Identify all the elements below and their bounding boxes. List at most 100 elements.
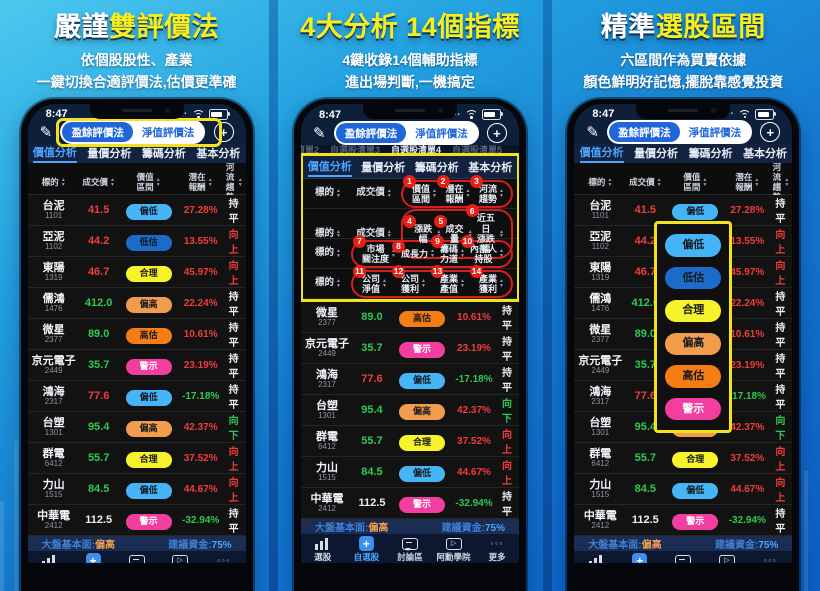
edit-pencil-icon[interactable]: ✎ (312, 124, 326, 142)
nav-item-more[interactable]: 更多 (204, 554, 244, 563)
table-row[interactable]: 中華電 2412 112.5 警示 -32.94% 持平 (574, 505, 793, 537)
column-header[interactable]: 成交價 ▲ ▼ (349, 188, 399, 199)
column-header[interactable]: 價值 區間 ▲ ▼ (121, 172, 177, 193)
stock-code: 1301 (44, 428, 63, 438)
toggle-earnings-valuation[interactable]: 盈餘評價法 (609, 122, 680, 143)
column-header[interactable]: 價值 區間 ▲ ▼ (667, 172, 723, 193)
table-row[interactable]: 力山 1515 84.5 偏低 44.67% 向上 (300, 457, 519, 489)
indicator-label: 公司 獲利 (400, 273, 419, 294)
indicator-header[interactable]: 3 河流 趨勢 ▲ ▼ (470, 174, 504, 206)
indicator-header[interactable]: 8 成長力 ▲ ▼ (391, 239, 435, 260)
nav-item-screener[interactable]: 選股 (576, 554, 616, 564)
indicator-header[interactable]: 13 產業 產值 ▲ ▼ (430, 264, 465, 296)
indicator-header[interactable]: 2 潛在 報酬 ▲ ▼ (436, 174, 470, 206)
column-header[interactable]: 標的 ▲ ▼ (577, 177, 623, 188)
indicator-header[interactable]: 12 公司 獲利 ▲ ▼ (391, 264, 426, 296)
column-header[interactable]: 成交價 ▲ ▼ (349, 228, 399, 240)
table-row[interactable]: 群電 6412 55.7 合理 37.52% 向上 (300, 426, 519, 458)
nav-item-screener[interactable]: 選股 (29, 554, 69, 564)
nav-item-watchlist[interactable]: 自選股 (620, 553, 660, 564)
edit-pencil-icon[interactable]: ✎ (39, 123, 53, 141)
nav-item-watchlist[interactable]: 自選股 (73, 553, 113, 564)
tab-fundamental[interactable]: 基本分析 (743, 148, 788, 161)
table-row[interactable]: 力山 1515 84.5 偏低 44.67% 向上 (27, 474, 246, 506)
table-row[interactable]: 中華電 2412 112.5 警示 -32.94% 持平 (27, 505, 246, 537)
table-row[interactable]: 中華電 2412 112.5 警示 -32.94% 持平 (300, 488, 519, 520)
table-row[interactable]: 群電 6412 55.7 合理 37.52% 向上 (574, 443, 793, 475)
indicator-header[interactable]: 14 產業 獲利 ▲ ▼ (469, 264, 504, 296)
toggle-bookvalue-valuation[interactable]: 淨值評價法 (415, 127, 468, 140)
indicator-header[interactable]: 1 價值 區間 ▲ ▼ (402, 174, 437, 206)
table-row[interactable]: 力山 1515 84.5 偏低 44.67% 向上 (574, 474, 793, 506)
nav-item-screener[interactable]: 選股 (303, 537, 343, 563)
nav-icon-wrap (675, 554, 692, 564)
column-header[interactable]: 成交價 ▲ ▼ (77, 177, 121, 188)
nav-item-watchlist[interactable]: 自選股 (346, 536, 386, 563)
nav-item-academy[interactable]: 阿勳學院 (160, 554, 200, 564)
tab-volume-price[interactable]: 量價分析 (361, 161, 406, 174)
column-header[interactable]: 潛在 報酬 ▲ ▼ (723, 172, 771, 193)
tab-fundamental[interactable]: 基本分析 (196, 148, 241, 161)
tab-chips[interactable]: 籌碼分析 (688, 148, 733, 161)
tab-fundamental[interactable]: 基本分析 (468, 161, 513, 174)
table-row[interactable]: 台泥 1101 41.5 偏低 27.28% 持平 (574, 195, 793, 227)
add-button[interactable]: + (486, 123, 507, 144)
indicator-header[interactable]: 11 公司 淨值 ▲ ▼ (352, 264, 387, 296)
indicator-header[interactable]: 6 近五日 漲跌幅 ▲ ▼ (465, 204, 504, 255)
indicator-header[interactable]: 7市場 關注度▲▼ (352, 234, 396, 266)
toggle-bookvalue-valuation[interactable]: 淨值評價法 (688, 126, 742, 139)
column-header[interactable]: 標的 ▲ ▼ (31, 177, 77, 188)
indicator-header[interactable]: 9 籌碼 力道 ▲ ▼ (430, 234, 465, 266)
river-trend: 向上 (775, 230, 786, 257)
watchlist-tab[interactable]: 清單2 (301, 145, 319, 154)
toggle-earnings-valuation[interactable]: 盈餘評價法 (62, 122, 133, 143)
river-trend: 持平 (501, 306, 512, 333)
nav-item-forum[interactable]: 討論區 (663, 554, 703, 564)
toggle-earnings-valuation[interactable]: 盈餘評價法 (335, 123, 407, 144)
nav-item-academy[interactable]: 阿勳學院 (707, 554, 747, 564)
column-header[interactable]: 標的 ▲ ▼ (307, 188, 349, 199)
table-row[interactable]: 群電 6412 55.7 合理 37.52% 向上 (27, 443, 246, 475)
tab-volume-price[interactable]: 量價分析 (87, 148, 132, 161)
nav-item-forum[interactable]: 討論區 (117, 554, 157, 564)
edit-pencil-icon[interactable]: ✎ (586, 123, 599, 141)
tab-value[interactable]: 價值分析 (307, 158, 352, 177)
watchlist-tab[interactable]: 自選股清單4 (391, 145, 442, 154)
nav-item-more[interactable]: 更多 (477, 537, 517, 563)
column-header[interactable]: 標的 ▲ ▼ (307, 228, 349, 240)
column-header[interactable]: 成交價 ▲ ▼ (623, 177, 667, 188)
nav-item-academy[interactable]: 阿勳學院 (434, 537, 474, 563)
nav-item-more[interactable]: 更多 (750, 554, 790, 563)
indicator-header-row: 標的 ▲ ▼ 成交價 ▲ ▼ 1 價值 區間 ▲ ▼ 2 潛在 報酬 ▲ ▼ 3 河流 趨勢 ▲ ▼ (302, 174, 517, 210)
tab-volume-price[interactable]: 量價分析 (634, 148, 679, 161)
column-header[interactable]: 標的 ▲ ▼ (307, 248, 349, 259)
tab-chips[interactable]: 籌碼分析 (414, 161, 459, 174)
sort-arrows-icon: ▲▼ (430, 248, 435, 259)
add-button[interactable]: + (760, 122, 781, 143)
watchlist-tab[interactable]: 自選股清單3 (330, 145, 381, 154)
stock-name: 台塑 (589, 416, 612, 429)
nav-item-forum[interactable]: 討論區 (390, 537, 430, 563)
watchlist-tab[interactable]: 自選股清單5 (452, 145, 503, 154)
tab-chips[interactable]: 籌碼分析 (141, 148, 186, 161)
column-header[interactable]: 潛在 報酬 ▲ ▼ (177, 172, 225, 193)
add-button[interactable]: + (213, 122, 234, 143)
column-header[interactable]: 標的 ▲ ▼ (307, 278, 349, 289)
indicator-header[interactable]: 10 內部人 持股 ▲ ▼ (460, 234, 504, 266)
table-row[interactable]: 台泥 1101 41.5 偏低 27.28% 持平 (27, 195, 246, 227)
nav-icon-wrap (128, 554, 145, 564)
tab-value[interactable]: 價值分析 (32, 144, 77, 164)
tab-value[interactable]: 價值分析 (579, 144, 624, 164)
toggle-bookvalue-valuation[interactable]: 淨值評價法 (141, 126, 195, 139)
